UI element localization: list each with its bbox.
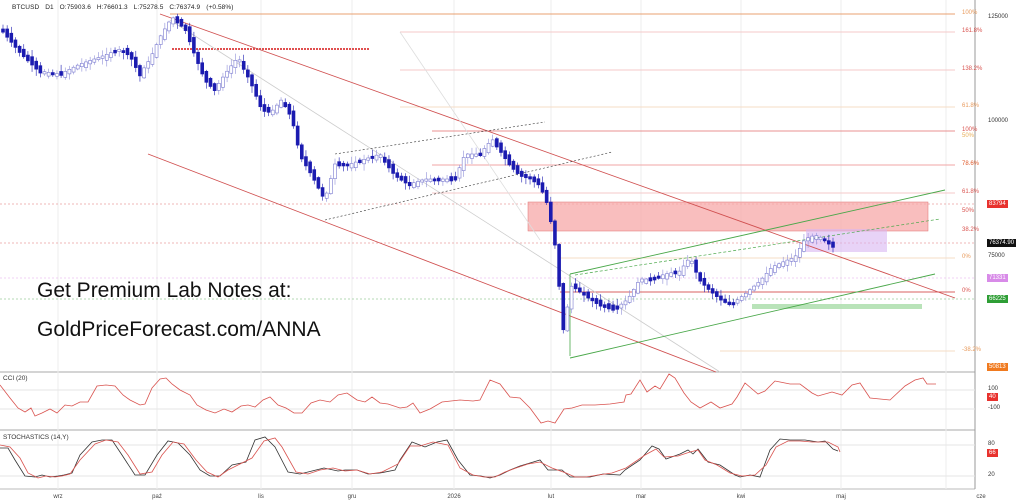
consolidation-zone bbox=[806, 229, 887, 252]
cci-value-tag: 40 bbox=[987, 393, 998, 401]
price-tick: 75000 bbox=[988, 253, 1005, 259]
price-tick: 100000 bbox=[988, 118, 1009, 124]
time-axis-label: maj bbox=[836, 494, 846, 500]
change-value: (+0.58%) bbox=[206, 4, 234, 11]
fib-level-label: -38.2% bbox=[962, 347, 982, 353]
fib-level-label: 138.2% bbox=[962, 66, 983, 72]
fib-level-label: 61.8% bbox=[962, 103, 980, 109]
fib-level-label: 38.2% bbox=[962, 227, 980, 233]
stochastic-k-line bbox=[0, 436, 839, 479]
price-level-tag: 83794 bbox=[987, 200, 1008, 208]
time-axis-label: paź bbox=[152, 494, 162, 500]
close-value: C:76374.9 bbox=[169, 4, 201, 11]
promo-line-2[interactable]: GoldPriceForecast.com/ANNA bbox=[37, 318, 321, 341]
time-axis-label: lis bbox=[258, 494, 264, 500]
resistance-zone bbox=[527, 201, 929, 232]
symbol-header: BTCUSD D1 O:75903.6 H:76601.3 L:75278.5 … bbox=[12, 4, 238, 11]
price-tick: 125000 bbox=[988, 14, 1009, 20]
fib-level-label: 0% bbox=[962, 254, 971, 260]
fib-level-label: 50% bbox=[962, 133, 975, 139]
fib-level-label: 161.8% bbox=[962, 28, 983, 34]
fib-level-label: 78.6% bbox=[962, 161, 980, 167]
price-candles bbox=[1, 13, 835, 334]
time-axis-label: wrz bbox=[53, 494, 63, 500]
cci-tick-100: 100 bbox=[988, 386, 999, 392]
cci-tick-minus100: -100 bbox=[988, 405, 1001, 411]
fib-level-label: 100% bbox=[962, 10, 978, 16]
stoch-tick-20: 20 bbox=[988, 472, 995, 478]
price-level-tag: 66225 bbox=[987, 295, 1008, 303]
time-axis-label: 2026 bbox=[447, 494, 461, 500]
high-value: H:76601.3 bbox=[96, 4, 128, 11]
stoch-tick-80: 80 bbox=[988, 441, 995, 447]
vertical-grid bbox=[57, 0, 842, 489]
fib-level-label: 100% bbox=[962, 127, 978, 133]
time-axis-label: cze bbox=[976, 494, 986, 500]
stochastic-d-line bbox=[0, 437, 841, 479]
time-axis-label: gru bbox=[347, 494, 357, 500]
time-axis-label: kwi bbox=[736, 494, 746, 500]
fib-level-label: 61.8% bbox=[962, 189, 980, 195]
stoch-value-tag: 66 bbox=[987, 449, 998, 457]
promo-line-1: Get Premium Lab Notes at: bbox=[37, 279, 292, 302]
time-axis-label: lut bbox=[547, 494, 555, 500]
price-level-tag: 50813 bbox=[987, 363, 1008, 371]
cci-line bbox=[0, 373, 936, 424]
price-level-tag: 76374.90 bbox=[987, 239, 1017, 247]
fib-level-label: 50% bbox=[962, 208, 975, 214]
timeframe: D1 bbox=[45, 4, 54, 11]
fib-level-label: 0% bbox=[962, 288, 971, 294]
support-zone bbox=[752, 304, 922, 309]
stochastics-label: STOCHASTICS (14,Y) bbox=[3, 434, 69, 441]
trend-lines bbox=[147, 13, 956, 373]
open-value: O:75903.6 bbox=[59, 4, 91, 11]
low-value: L:75278.5 bbox=[133, 4, 164, 11]
cci-label: CCI (20) bbox=[3, 375, 28, 382]
price-level-tag: 71331 bbox=[987, 274, 1008, 282]
time-axis-label: mar bbox=[635, 494, 647, 500]
symbol: BTCUSD bbox=[12, 4, 40, 11]
